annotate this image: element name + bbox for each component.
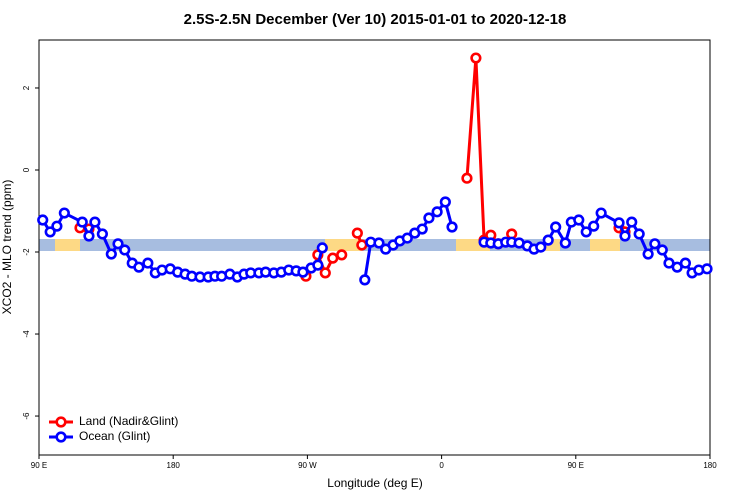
x-tick-label: 180 [703,461,717,470]
point [51,220,63,232]
y-tick-label: -4 [22,330,31,338]
y-tick-label: -2 [22,248,31,256]
x-tick-label: 0 [439,461,444,470]
point [44,226,56,238]
series [37,196,713,286]
point [559,237,571,249]
y-tick-label: 2 [22,85,31,90]
point [573,214,585,226]
point [297,266,309,278]
point [439,196,451,208]
point [142,257,154,269]
legend-swatch-marker [55,431,67,443]
point [105,248,117,260]
point [312,259,324,271]
point [336,249,348,261]
legend-label: Ocean (Glint) [79,429,150,443]
point [542,234,554,246]
point [351,227,363,239]
point [119,244,131,256]
point [701,263,713,275]
point [656,244,668,256]
point [356,239,368,251]
point [327,252,339,264]
point [76,216,88,228]
point [89,216,101,228]
point [679,257,691,269]
point [671,261,683,273]
x-tick-label: 90 E [31,461,47,470]
point [316,242,328,254]
land-patch [590,239,620,251]
point [423,212,435,224]
point [416,223,428,235]
land-patch [325,239,362,251]
legend-label: Land (Nadir&Glint) [79,414,178,428]
point [550,221,562,233]
point [373,237,385,249]
chart-title: 2.5S-2.5N December (Ver 10) 2015-01-01 t… [184,11,567,28]
point [470,52,482,64]
point [461,172,473,184]
point [626,216,638,228]
y-tick-label: 0 [22,167,31,172]
point [613,217,625,229]
point [446,221,458,233]
point [58,207,70,219]
point [633,228,645,240]
point [401,232,413,244]
point [96,228,108,240]
point [580,226,592,238]
x-tick-label: 180 [167,461,181,470]
x-tick-label: 90 W [298,461,317,470]
point [83,230,95,242]
point [642,248,654,260]
point [595,207,607,219]
point [535,241,547,253]
y-tick-label: -6 [22,412,31,420]
point [619,230,631,242]
x-tick-label: 90 E [568,461,584,470]
point [37,214,49,226]
point [588,220,600,232]
point [649,238,661,250]
point [663,257,675,269]
legend-swatch-marker [55,416,67,428]
point [431,206,443,218]
point [133,261,145,273]
point [319,267,331,279]
plot-frame [38,39,711,456]
x-axis-label: Longitude (deg E) [327,476,422,490]
point [359,274,371,286]
point [112,238,124,250]
y-axis-label: XCO2 - MLO trend (ppm) [0,180,14,315]
land-patch [55,239,80,251]
